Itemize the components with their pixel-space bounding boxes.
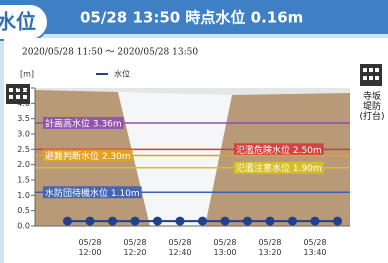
- y-tick-label: 2.5: [17, 145, 30, 154]
- y-tick-label: 3.0: [17, 130, 30, 139]
- y-tick-label: 2.0: [17, 160, 30, 169]
- chart: 05/28 13:50 時点水位 0.16m 水位 2020/05/28 11:…: [0, 0, 388, 263]
- threshold-label: 避難判断水位 2.30m: [45, 150, 131, 162]
- x-tick-label: 05/28 13:40: [295, 238, 335, 258]
- data-point: [131, 217, 140, 226]
- y-tick-label: 1.5: [17, 176, 30, 185]
- data-point: [63, 217, 72, 226]
- threshold-label: 氾濫危険水位 2.50m: [236, 144, 322, 156]
- threshold-label: 水防団待機水位 1.10m: [45, 187, 140, 199]
- data-point: [153, 217, 162, 226]
- y-tick-label: 0.5: [17, 206, 30, 215]
- data-point: [108, 217, 117, 226]
- y-tick-label: 4.0: [17, 99, 30, 108]
- x-tick-label: 05/28 13:00: [205, 238, 245, 258]
- x-tick-label: 05/28 12:20: [115, 238, 155, 258]
- y-tick-label: 3.5: [17, 114, 30, 123]
- data-point: [86, 217, 95, 226]
- y-unit: [m]: [20, 70, 34, 79]
- y-tick-label: 1.0: [17, 191, 30, 200]
- data-point: [311, 217, 320, 226]
- data-point: [333, 217, 342, 226]
- threshold-label: 氾濫注意水位 1.90m: [236, 162, 322, 174]
- location-label: 寺坂 堤防 (打台): [356, 92, 388, 122]
- x-tick-label: 05/28 12:00: [70, 238, 110, 258]
- x-tick-label: 05/28 13:20: [250, 238, 290, 258]
- page: 05/28 13:50 時点水位 0.16m 水位 2020/05/28 11:…: [0, 0, 388, 263]
- x-tick-label: 05/28 12:40: [160, 238, 200, 258]
- y-tick-label: 0.0: [17, 222, 30, 231]
- data-point: [266, 217, 275, 226]
- data-point: [176, 217, 185, 226]
- right-icon: [360, 64, 382, 86]
- subtitle: 2020/05/28 11:50 〜 2020/05/28 13:50: [22, 48, 198, 58]
- data-point: [198, 217, 207, 226]
- badge-text: 水位: [0, 10, 36, 34]
- threshold-label: 計画高水位 3.36m: [45, 117, 122, 129]
- legend-label: 水位: [114, 69, 130, 79]
- y-tick-label: 4.5: [17, 84, 30, 93]
- header-title: 05/28 13:50 時点水位 0.16m: [80, 9, 303, 27]
- data-point: [288, 217, 297, 226]
- data-point: [243, 217, 252, 226]
- data-point: [221, 217, 230, 226]
